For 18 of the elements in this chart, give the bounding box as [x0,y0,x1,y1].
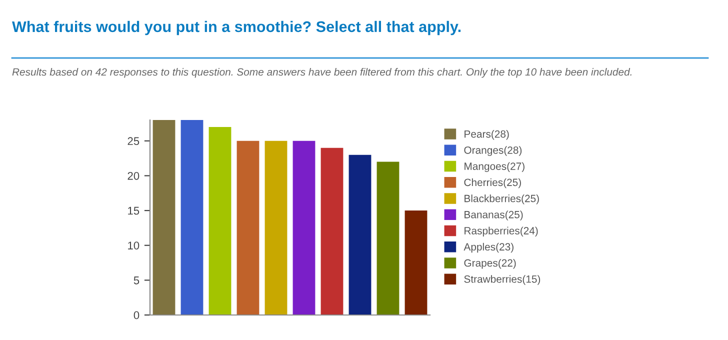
y-tick-label: 0 [134,311,140,320]
y-tick-label: 10 [128,242,140,250]
chart-subtitle: Results based on 42 responses to this question. Some answers have been filtered from this chart. Only the top 10 have been included. [12,68,632,78]
legend-label: Raspberries(24) [464,226,538,236]
legend-label: Bananas(25) [464,210,523,220]
y-tick-label: 25 [128,137,140,146]
chart-title: What fruits would you put in a smoothie? Select all that apply. [12,20,461,36]
legend-label: Apples(23) [464,242,514,253]
y-tick-label: 20 [128,172,140,180]
y-tick-label: 15 [128,206,140,215]
legend-label: Grapes(22) [464,259,516,269]
legend-label: Strawberries(15) [464,275,540,285]
legend-label: Oranges(28) [464,146,522,156]
legend-label: Blackberries(25) [464,194,539,204]
legend-label: Mangoes(27) [464,162,524,172]
legend-label: Cherries(25) [464,178,521,188]
y-tick-label: 5 [134,276,140,284]
legend-label: Pears(28) [464,130,509,140]
